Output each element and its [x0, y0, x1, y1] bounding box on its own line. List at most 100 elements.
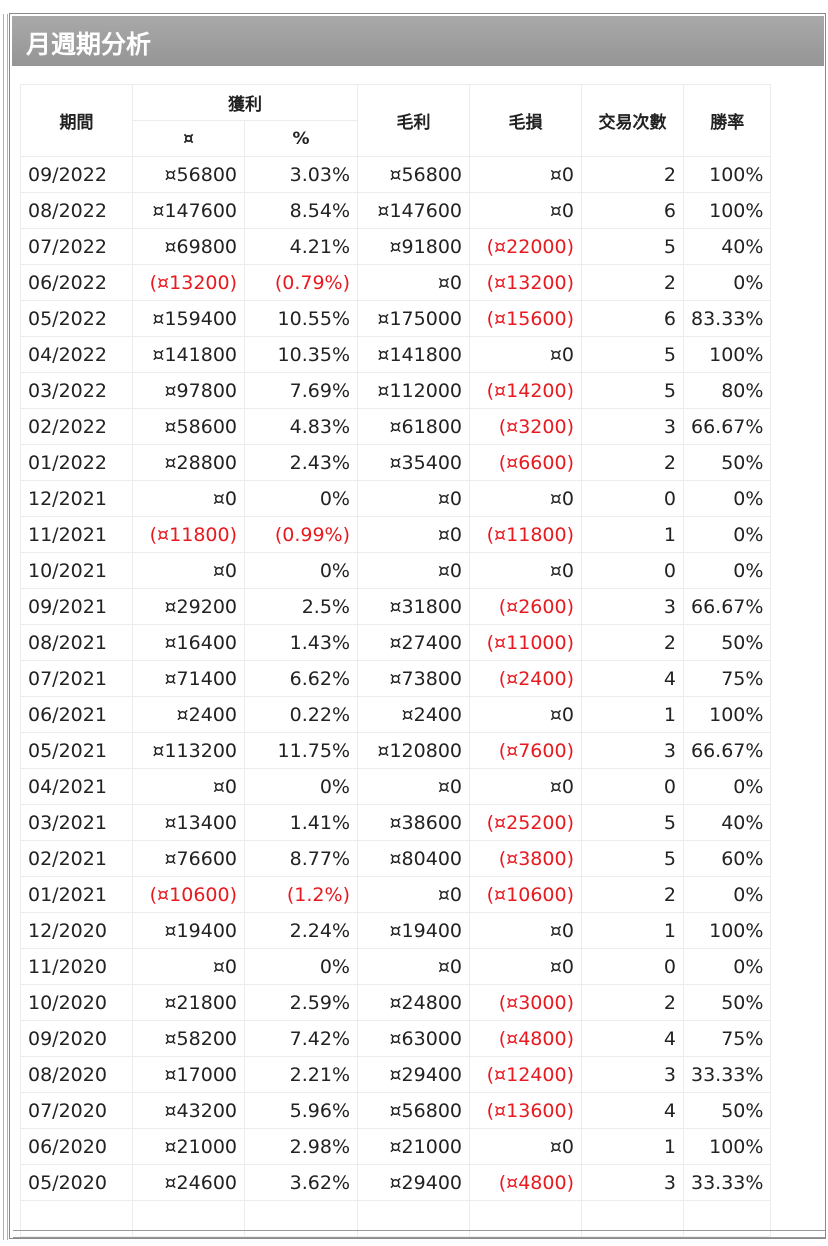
profit-cell: ¤13400	[132, 804, 245, 841]
trades-cell: 2	[581, 624, 684, 661]
profit-pct-cell: 0%	[244, 768, 358, 805]
header-row-1: 期間 獲利 毛利 毛損 交易次數 勝率	[20, 84, 772, 157]
win-rate-cell: 50%	[682, 1092, 772, 1129]
period-cell: 04/2022	[20, 336, 133, 373]
profit-pct-cell: 2.43%	[244, 444, 358, 481]
profit-cell: ¤21800	[132, 984, 245, 1021]
profit-pct-cell: 7.42%	[244, 1020, 358, 1057]
gross-loss-cell: (¤11800)	[469, 516, 582, 553]
profit-cell: ¤28800	[132, 444, 245, 481]
win-rate-cell: 50%	[682, 984, 772, 1021]
panel-bottom-border	[13, 1230, 825, 1238]
table-row: 06/2021 ¤2400 0.22% ¤2400 ¤0 1 100%	[20, 696, 772, 733]
profit-cell: ¤113200	[132, 732, 245, 769]
profit-pct-cell: 2.21%	[244, 1056, 358, 1093]
win-rate-cell: 100%	[682, 192, 772, 229]
gross-loss-cell: (¤2400)	[469, 660, 582, 697]
gross-profit-cell: ¤56800	[357, 156, 470, 193]
gross-profit-cell: ¤29400	[357, 1164, 470, 1201]
win-rate-cell: 50%	[682, 624, 772, 661]
monthly-stats-table: 期間 獲利 毛利 毛損 交易次數 勝率 ¤ % 09/2022 ¤56800 3.0…	[20, 84, 772, 1237]
trades-cell: 3	[581, 732, 684, 769]
gross-profit-cell: ¤141800	[357, 336, 470, 373]
profit-cell: ¤24600	[132, 1164, 245, 1201]
table-row: 10/2020 ¤21800 2.59% ¤24800 (¤3000) 2 50%	[20, 984, 772, 1021]
win-rate-cell: 40%	[682, 228, 772, 265]
gross-profit-cell: ¤24800	[357, 984, 470, 1021]
gross-profit-cell: ¤27400	[357, 624, 470, 661]
profit-cell: ¤58200	[132, 1020, 245, 1057]
trades-cell: 5	[581, 372, 684, 409]
gross-loss-cell: ¤0	[469, 156, 582, 193]
table-row: 01/2022 ¤28800 2.43% ¤35400 (¤6600) 2 50%	[20, 444, 772, 481]
win-rate-cell: 0%	[682, 552, 772, 589]
gross-loss-cell: (¤11000)	[469, 624, 582, 661]
win-rate-cell: 0%	[682, 948, 772, 985]
win-rate-cell: 33.33%	[682, 1056, 772, 1093]
period-cell: 02/2021	[20, 840, 133, 877]
period-cell: 01/2021	[20, 876, 133, 913]
table-row: 11/2020 ¤0 0% ¤0 ¤0 0 0%	[20, 948, 772, 985]
period-cell: 09/2021	[20, 588, 133, 625]
table-row: 07/2022 ¤69800 4.21% ¤91800 (¤22000) 5 40%	[20, 228, 772, 265]
win-rate-cell: 75%	[682, 1020, 772, 1057]
trades-cell: 5	[581, 840, 684, 877]
profit-cell: (¤10600)	[132, 876, 245, 913]
gross-profit-cell: ¤0	[357, 480, 470, 517]
gross-profit-cell: ¤31800	[357, 588, 470, 625]
profit-cell: ¤141800	[132, 336, 245, 373]
trades-cell: 0	[581, 948, 684, 985]
period-cell: 09/2020	[20, 1020, 133, 1057]
table-row: 06/2022 (¤13200) (0.79%) ¤0 (¤13200) 2 0%	[20, 264, 772, 301]
period-cell: 03/2021	[20, 804, 133, 841]
table-row: 08/2022 ¤147600 8.54% ¤147600 ¤0 6 100%	[20, 192, 772, 229]
gross-profit-cell: ¤19400	[357, 912, 470, 949]
win-rate-cell: 33.33%	[682, 1164, 772, 1201]
profit-cell: ¤58600	[132, 408, 245, 445]
profit-cell: ¤0	[132, 552, 245, 589]
period-cell: 12/2021	[20, 480, 133, 517]
profit-cell: ¤69800	[132, 228, 245, 265]
gross-loss-cell: (¤3800)	[469, 840, 582, 877]
table-row: 06/2020 ¤21000 2.98% ¤21000 ¤0 1 100%	[20, 1128, 772, 1165]
period-cell: 06/2021	[20, 696, 133, 733]
gross-profit-cell: ¤61800	[357, 408, 470, 445]
trades-cell: 2	[581, 264, 684, 301]
profit-cell: ¤43200	[132, 1092, 245, 1129]
period-cell: 07/2022	[20, 228, 133, 265]
profit-cell: ¤16400	[132, 624, 245, 661]
gross-loss-cell: (¤4800)	[469, 1020, 582, 1057]
table-row: 08/2020 ¤17000 2.21% ¤29400 (¤12400) 3 33.33%	[20, 1056, 772, 1093]
period-cell: 10/2020	[20, 984, 133, 1021]
gross-loss-cell: (¤4800)	[469, 1164, 582, 1201]
trades-cell: 3	[581, 1056, 684, 1093]
profit-pct-cell: 2.24%	[244, 912, 358, 949]
table-row: 05/2020 ¤24600 3.62% ¤29400 (¤4800) 3 33.33%	[20, 1164, 772, 1201]
trades-cell: 2	[581, 876, 684, 913]
table-row: 03/2022 ¤97800 7.69% ¤112000 (¤14200) 5 80%	[20, 372, 772, 409]
period-cell: 08/2022	[20, 192, 133, 229]
profit-pct-cell: (0.99%)	[244, 516, 358, 553]
period-cell: 05/2021	[20, 732, 133, 769]
gross-loss-cell: (¤2600)	[469, 588, 582, 625]
win-rate-cell: 50%	[682, 444, 772, 481]
gross-loss-cell: ¤0	[469, 192, 582, 229]
period-cell: 05/2020	[20, 1164, 133, 1201]
win-rate-cell: 100%	[682, 156, 772, 193]
profit-cell: ¤0	[132, 480, 245, 517]
trades-cell: 1	[581, 912, 684, 949]
profit-cell: ¤0	[132, 948, 245, 985]
win-rate-cell: 0%	[682, 264, 772, 301]
period-cell: 05/2022	[20, 300, 133, 337]
profit-cell: ¤147600	[132, 192, 245, 229]
trades-cell: 1	[581, 1128, 684, 1165]
period-cell: 06/2020	[20, 1128, 133, 1165]
table-row: 07/2021 ¤71400 6.62% ¤73800 (¤2400) 4 75%	[20, 660, 772, 697]
gross-loss-cell: (¤13600)	[469, 1092, 582, 1129]
gross-profit-cell: ¤29400	[357, 1056, 470, 1093]
table-body: 09/2022 ¤56800 3.03% ¤56800 ¤0 2 100% 08/2022 ¤1…	[20, 156, 772, 1237]
header-profit-amount: ¤	[132, 120, 245, 157]
gross-profit-cell: ¤2400	[357, 696, 470, 733]
win-rate-cell: 100%	[682, 336, 772, 373]
header-gross-profit: 毛利	[357, 84, 470, 157]
